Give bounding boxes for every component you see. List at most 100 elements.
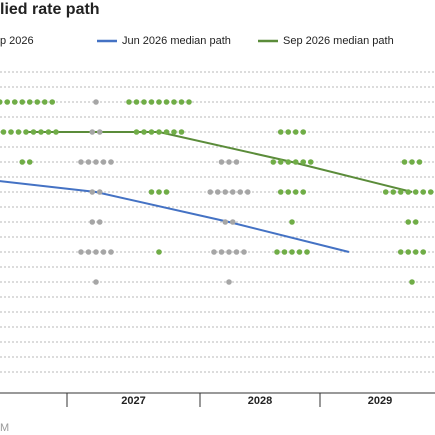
dot (390, 189, 397, 195)
dot (141, 129, 147, 135)
dot (148, 129, 155, 135)
dot (85, 249, 92, 255)
dot (412, 219, 419, 225)
dot (0, 129, 7, 135)
dot (405, 219, 412, 225)
dot (89, 129, 96, 135)
dot (412, 189, 419, 195)
dot (148, 189, 155, 195)
dot (420, 189, 427, 195)
dot (218, 249, 225, 255)
dot (296, 249, 303, 255)
dot (300, 189, 307, 195)
dot (222, 189, 229, 195)
dot (397, 189, 404, 195)
dot (241, 249, 247, 255)
dot (26, 99, 33, 105)
dot (289, 219, 295, 225)
dot (96, 219, 103, 225)
dot (285, 189, 292, 195)
dot (23, 129, 29, 135)
dot (229, 189, 236, 195)
dot (226, 249, 232, 255)
dot (274, 249, 280, 255)
dot (126, 99, 132, 105)
dot (405, 249, 412, 255)
median-path (0, 180, 350, 253)
dot (427, 189, 434, 195)
dot (292, 129, 299, 135)
dot (163, 189, 170, 195)
dot (53, 129, 59, 135)
dot (222, 219, 229, 225)
dot (218, 159, 225, 165)
dot (233, 249, 240, 255)
x-tick-label: 2027 (121, 395, 145, 407)
dot (19, 159, 26, 165)
dot (93, 279, 99, 285)
dot (307, 159, 314, 165)
dot (148, 99, 155, 105)
dot (405, 189, 412, 195)
dot (41, 99, 48, 105)
dot (171, 99, 177, 105)
dot (285, 159, 292, 165)
dot (397, 249, 404, 255)
dot (133, 99, 140, 105)
x-tick-label: 2029 (368, 395, 392, 407)
dot (108, 159, 114, 165)
dot (186, 99, 192, 105)
dot (93, 99, 99, 105)
dot (207, 189, 214, 195)
dot (412, 249, 419, 255)
dot (100, 249, 107, 255)
dot (300, 129, 307, 135)
dot (304, 249, 310, 255)
dot (19, 99, 26, 105)
dot (277, 129, 284, 135)
dot (300, 159, 307, 165)
dot (156, 99, 162, 105)
dot (178, 99, 185, 105)
dot (409, 279, 415, 285)
dot (26, 159, 33, 165)
dot (45, 129, 52, 135)
dot (270, 159, 277, 165)
dot (171, 129, 177, 135)
dot (8, 129, 14, 135)
dot (420, 249, 427, 255)
dot (100, 159, 107, 165)
dot (285, 129, 292, 135)
dot (93, 249, 99, 255)
dot (401, 159, 408, 165)
dot (214, 189, 221, 195)
dot (49, 99, 56, 105)
dot (163, 129, 170, 135)
chart-title: lied rate path (0, 1, 100, 18)
dot (15, 129, 22, 135)
dot (277, 189, 284, 195)
legend-label: p 2026 (0, 35, 34, 47)
dot (229, 219, 236, 225)
dot (292, 189, 299, 195)
x-tick-label: 2028 (248, 395, 272, 407)
dot (4, 99, 11, 105)
dot (141, 99, 147, 105)
dot (163, 99, 170, 105)
source: M (0, 422, 9, 434)
dot (30, 129, 37, 135)
legend-label: Sep 2026 median path (283, 35, 394, 47)
dot (237, 189, 244, 195)
dot (89, 219, 96, 225)
dot (96, 189, 103, 195)
dot (281, 249, 288, 255)
dot (0, 99, 3, 105)
dot (226, 159, 232, 165)
dot (78, 159, 84, 165)
dot (11, 99, 18, 105)
legend-label: Jun 2026 median path (122, 35, 231, 47)
dot (277, 159, 284, 165)
dot (85, 159, 92, 165)
dot (156, 189, 162, 195)
